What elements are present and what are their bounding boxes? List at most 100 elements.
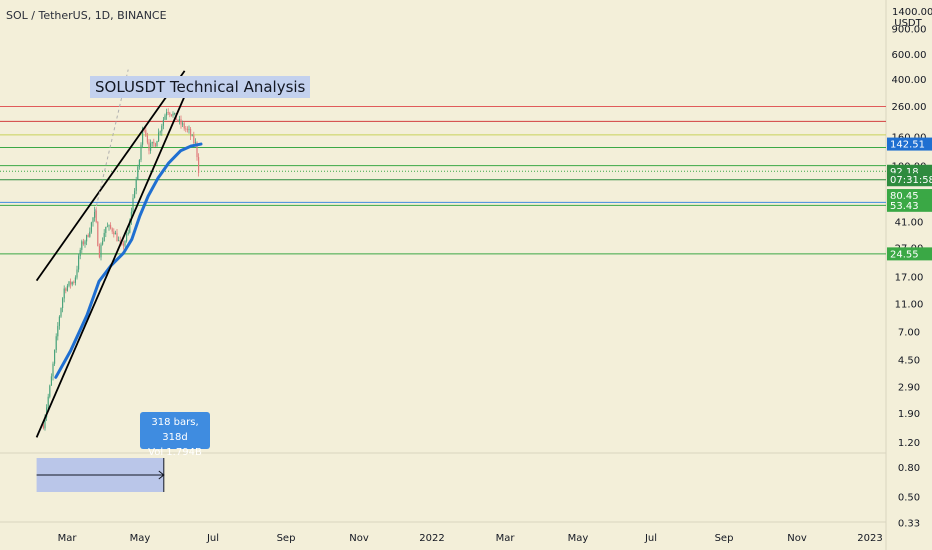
price-tag-label: 80.45 [890, 191, 919, 202]
candle-body [183, 123, 185, 129]
candle-body [94, 210, 96, 218]
candle-body [111, 228, 113, 232]
candle-body [138, 159, 140, 167]
candle-body [122, 243, 124, 246]
candle-body [98, 246, 100, 258]
candle-body [129, 220, 131, 233]
price-tag-label: 142.51 [890, 140, 925, 151]
candle-body [127, 232, 129, 235]
candle-body [100, 244, 102, 258]
x-tick-label: 2022 [419, 533, 444, 544]
x-tick-label: Sep [715, 533, 734, 544]
candle-body [174, 112, 176, 114]
candle-body [186, 128, 188, 130]
candle-body [140, 144, 142, 160]
candle-body [193, 135, 195, 144]
candle-body [180, 119, 182, 125]
price-axis-top-label: 1400.00 [892, 7, 932, 18]
candle-body [167, 112, 169, 113]
candle-body [124, 241, 126, 246]
candle-body [110, 225, 112, 229]
trendline[interactable] [35, 70, 186, 282]
moving-average-line[interactable] [54, 142, 203, 379]
y-tick-label: 0.50 [898, 493, 920, 504]
trendline[interactable] [35, 89, 189, 438]
price-tag[interactable] [887, 189, 932, 203]
candle-body [177, 119, 179, 122]
candle-body [134, 190, 136, 198]
candle-body [156, 141, 158, 147]
x-tick-label: May [130, 533, 151, 544]
y-tick-label: 1.90 [898, 409, 920, 420]
candle-body [114, 232, 116, 235]
candle-body [47, 396, 49, 408]
candle-body [178, 119, 180, 122]
candle-body [191, 135, 193, 137]
candle-body [188, 129, 190, 130]
y-tick-label: 1.20 [898, 438, 920, 449]
candle-body [108, 225, 110, 227]
price-tag[interactable] [887, 137, 932, 151]
candle-body [74, 277, 76, 283]
x-tick-label: May [568, 533, 589, 544]
candle-body [68, 281, 70, 286]
candle-body [106, 226, 108, 228]
candle-body [82, 241, 84, 245]
y-tick-label: 0.33 [898, 518, 920, 529]
candle-body [166, 112, 168, 116]
candle-body [57, 325, 59, 337]
candle-body [55, 336, 57, 350]
candle-body [146, 135, 148, 143]
price-tag-label: 92.18 [890, 167, 919, 178]
candle-body [63, 288, 65, 299]
candle-body [84, 241, 86, 245]
candle-body [196, 142, 198, 158]
symbol-line: SOL / TetherUS, 1D, BINANCE [6, 9, 167, 22]
measure-bars-label: 318 bars, 318d [151, 417, 199, 443]
candle-body [151, 141, 153, 144]
candle-body [44, 417, 46, 429]
candle-body [158, 132, 160, 142]
measure-box[interactable]: 318 bars, 318d Vol 1.794B [140, 412, 210, 458]
candle-body [198, 157, 200, 173]
candle-body [135, 179, 137, 191]
y-tick-label: 900.00 [892, 25, 927, 36]
candle-body [50, 376, 52, 386]
price-axis-unit: 1400.00 USDT [892, 7, 932, 29]
candle-body [105, 226, 107, 233]
price-tag[interactable] [887, 247, 932, 261]
candle-body [78, 256, 80, 270]
y-tick-label: 400.00 [892, 75, 927, 86]
candle-body [118, 240, 120, 242]
candle-body [153, 141, 155, 144]
x-tick-label: Sep [277, 533, 296, 544]
candle-body [132, 197, 134, 212]
candle-body [95, 210, 97, 223]
candle-body [169, 112, 171, 115]
candle-body [86, 235, 88, 242]
candle-body [73, 282, 75, 283]
y-tick-label: 4.50 [898, 355, 920, 366]
x-tick-label: 2023 [857, 533, 882, 544]
y-tick-label: 11.00 [895, 300, 924, 311]
candle-body [126, 234, 128, 242]
candle-body [161, 125, 163, 132]
candle-body [81, 241, 83, 250]
candle-body [62, 298, 64, 309]
y-tick-label: 2.90 [898, 383, 920, 394]
price-tag[interactable] [887, 198, 932, 212]
candle-body [42, 424, 44, 429]
candle-body [119, 240, 121, 243]
candle-body [52, 363, 54, 377]
x-tick-label: Nov [349, 533, 369, 544]
candle-body [87, 235, 89, 237]
measure-arrow-head [158, 470, 165, 480]
x-tick-label: Nov [787, 533, 807, 544]
price-tag-label: 24.55 [890, 249, 919, 260]
analysis-title[interactable]: SOLUSDT Technical Analysis [90, 76, 311, 98]
candle-body [102, 241, 104, 245]
candle-body [71, 282, 73, 285]
price-tag[interactable] [887, 173, 932, 187]
price-tag-label: 07:31:58 [890, 175, 932, 186]
